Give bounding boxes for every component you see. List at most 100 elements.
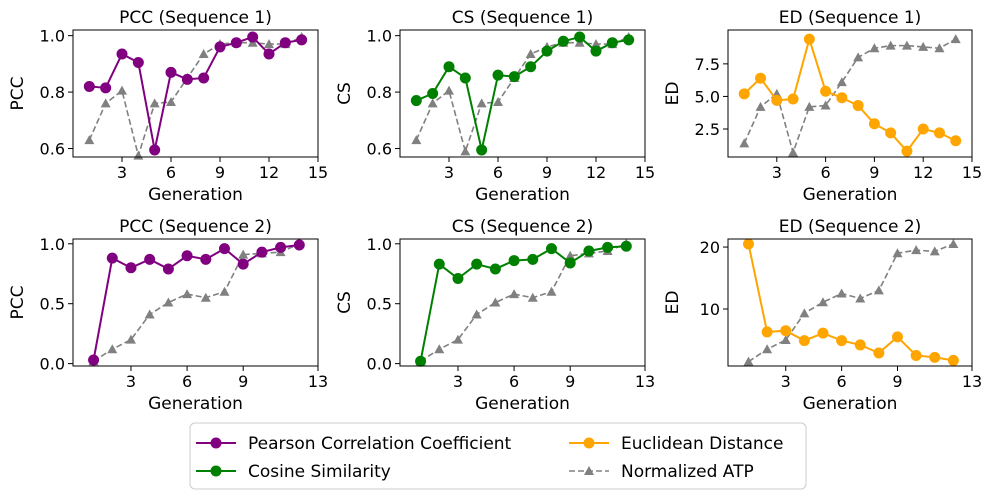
data-point: [546, 286, 557, 296]
data-point: [761, 326, 773, 338]
data-point: [934, 43, 945, 53]
x-axis-label: Generation: [475, 394, 570, 414]
chart-2: 3 6 9 12 15 0.6 0.8 1.0 CS (Sequence 1) Generatio…: [335, 8, 655, 205]
series-line-1: [419, 245, 627, 362]
data-point: [820, 85, 832, 97]
x-tick-label: 6: [837, 372, 847, 391]
series-line-2: [748, 243, 954, 363]
data-point: [237, 258, 249, 270]
chart-title: PCC (Sequence 1): [119, 8, 272, 28]
data-point: [564, 257, 576, 269]
axes-frame: [72, 29, 319, 158]
axes-frame: [72, 238, 319, 367]
legend-item: Pearson Correlation Coefficient: [196, 434, 512, 454]
y-tick-label: 0.8: [367, 83, 392, 102]
data-point: [460, 146, 471, 156]
data-point: [590, 45, 602, 57]
y-tick-label: 1.0: [40, 235, 65, 254]
data-point: [132, 56, 144, 68]
x-tick-label: 15: [308, 163, 328, 182]
data-point: [623, 34, 635, 46]
data-point: [508, 71, 520, 83]
data-point: [493, 96, 503, 106]
y-axis-label: PCC: [8, 77, 28, 111]
data-point: [798, 335, 810, 347]
legend-label: Pearson Correlation Coefficient: [248, 434, 512, 454]
data-point: [166, 96, 176, 106]
data-point: [263, 48, 275, 60]
data-point: [602, 241, 614, 253]
data-point: [149, 144, 161, 156]
legend-frame: [189, 422, 807, 490]
series-group: [415, 238, 632, 367]
data-point: [200, 292, 211, 302]
data-point: [410, 95, 422, 107]
data-point: [83, 80, 95, 92]
data-point: [771, 94, 783, 106]
data-point: [219, 286, 230, 296]
data-point: [433, 258, 445, 270]
x-tick-label: 12: [586, 163, 606, 182]
data-point: [836, 92, 848, 104]
data-point: [181, 250, 193, 262]
x-tick-label: 3: [444, 163, 454, 182]
data-point: [427, 88, 439, 99]
y-tick-label: 20: [700, 238, 720, 257]
y-tick-label: 0.0: [40, 355, 65, 374]
data-point: [163, 297, 174, 307]
data-point: [885, 40, 896, 50]
data-point: [836, 335, 848, 347]
data-point: [742, 238, 754, 250]
data-point: [787, 93, 799, 105]
data-point: [755, 101, 766, 111]
data-point: [788, 147, 799, 157]
x-tick-label: 6: [166, 163, 176, 182]
data-point: [490, 297, 501, 307]
y-tick-label: 0.6: [367, 140, 392, 159]
data-point: [892, 248, 903, 258]
y-tick-label: 10: [700, 300, 720, 319]
data-point: [885, 127, 897, 139]
data-point: [415, 355, 427, 367]
data-point: [950, 135, 962, 147]
data-point: [873, 347, 885, 359]
data-point: [739, 138, 750, 148]
data-point: [162, 263, 174, 275]
data-point: [133, 150, 144, 160]
data-point: [117, 85, 127, 95]
y-tick-label: 0.0: [367, 355, 392, 374]
data-point: [853, 52, 864, 62]
series-line-2: [415, 36, 629, 155]
data-point: [218, 243, 230, 255]
data-point: [443, 61, 455, 73]
data-point: [820, 100, 831, 110]
chart-4: 3 6 9 13 0.0 0.5 1.0 PCC (Sequence 2) Generation…: [8, 217, 328, 414]
x-axis-label: Generation: [803, 394, 898, 414]
legend: Pearson Correlation Coefficient Euclidean…: [189, 422, 807, 490]
axes-frame: [727, 29, 973, 158]
data-point: [565, 250, 576, 260]
data-point: [100, 82, 112, 94]
data-point: [950, 34, 961, 44]
data-point: [545, 243, 557, 255]
data-point: [144, 309, 155, 319]
data-point: [125, 262, 137, 274]
data-point: [88, 354, 100, 366]
x-tick-label: 12: [913, 163, 933, 182]
series-line-2: [88, 36, 302, 159]
y-tick-label: 1.0: [40, 27, 65, 46]
data-point: [84, 135, 95, 145]
data-point: [804, 101, 815, 111]
data-point: [106, 252, 118, 264]
series-group: [83, 31, 308, 160]
data-point: [444, 85, 454, 95]
legend-label: Normalized ATP: [621, 462, 754, 482]
data-point: [854, 339, 866, 351]
x-tick-label: 3: [126, 372, 136, 391]
y-axis-label: ED: [663, 82, 683, 106]
data-point: [606, 37, 618, 49]
series-line-2: [93, 243, 300, 362]
data-point: [144, 253, 156, 265]
chart-title: CS (Sequence 1): [452, 8, 593, 28]
x-axis-label: Generation: [475, 185, 570, 205]
